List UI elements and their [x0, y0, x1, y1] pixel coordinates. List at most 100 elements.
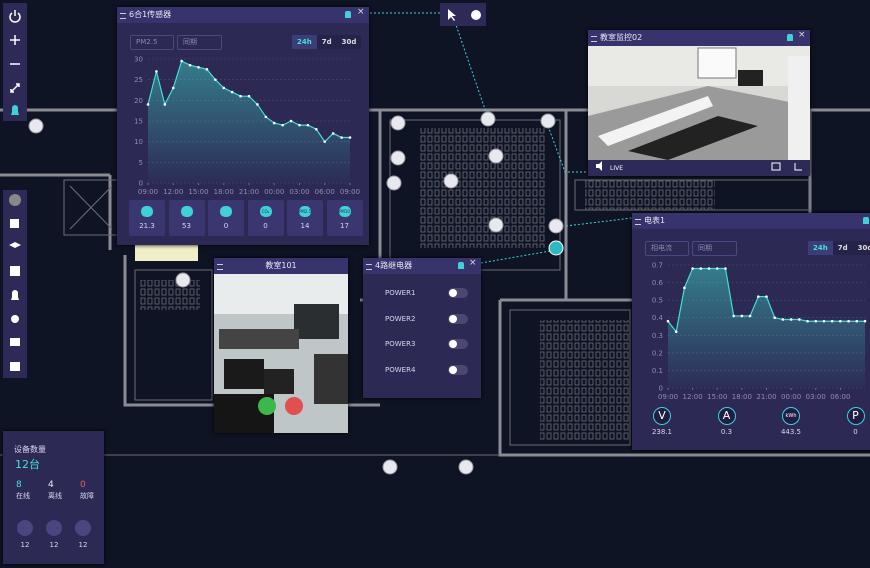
range-tab[interactable]: 30d: [857, 244, 870, 252]
stat-value: 443.5: [780, 428, 802, 436]
point: [315, 127, 318, 131]
count-label: 在线: [16, 492, 30, 500]
pointer-tools[interactable]: [440, 3, 486, 26]
stat-icon: kWh: [782, 407, 800, 425]
stat-card: 53: [168, 200, 205, 236]
close-button[interactable]: ×: [469, 258, 477, 268]
y-tick-label: 0.3: [652, 332, 663, 340]
point: [863, 319, 867, 323]
x-tick-label: 21:00: [239, 188, 259, 196]
stat-icon: PM2.5: [299, 206, 311, 217]
channel-label: POWER1: [385, 289, 416, 297]
pin-button[interactable]: [458, 262, 464, 269]
range-tab[interactable]: 7d: [321, 38, 332, 46]
y-tick-label: 0.4: [652, 314, 664, 322]
point: [331, 132, 335, 135]
point: [247, 94, 251, 98]
point: [724, 267, 727, 270]
y-tick-label: 0.7: [652, 262, 663, 270]
y-tick-label: 0: [139, 180, 143, 188]
range-tab[interactable]: 7d: [837, 244, 848, 252]
video-panel: 教室101: [214, 258, 348, 433]
point: [180, 59, 183, 63]
point: [214, 78, 217, 81]
point: [348, 136, 352, 139]
stats-row: 21.3 53 0 CO₂ 0 PM2.5 14 PM10 17: [129, 200, 369, 236]
panel-title: 教室监控02: [588, 30, 810, 46]
toggle-switch[interactable]: [448, 364, 468, 375]
count-label: 故障: [80, 492, 94, 500]
stat-card: PM2.5 14: [287, 200, 323, 236]
count-value: 0: [80, 480, 86, 490]
point: [683, 286, 686, 290]
point: [281, 123, 284, 127]
point: [674, 330, 678, 334]
toggle-switch[interactable]: [448, 288, 468, 298]
y-tick-label: 0.5: [652, 297, 663, 305]
point: [773, 316, 777, 320]
close-button[interactable]: ×: [798, 30, 806, 40]
stat-card: PM10 17: [326, 200, 363, 236]
pin-button[interactable]: [787, 34, 793, 41]
range-tab[interactable]: 24h: [808, 241, 833, 255]
stat-card: 21.3: [129, 200, 165, 236]
type-count: 12: [20, 541, 30, 549]
type-icon: [17, 520, 33, 536]
point: [806, 319, 809, 323]
channel-label: POWER4: [385, 365, 416, 374]
point: [666, 319, 670, 323]
map-toolbar[interactable]: [3, 3, 27, 121]
panel-title: 电表1: [632, 213, 870, 229]
pin-button[interactable]: [863, 217, 869, 224]
count-value: 4: [48, 480, 54, 490]
x-tick-label: 18:00: [732, 393, 752, 401]
x-tick-label: 12:00: [163, 188, 183, 196]
side-toolbar[interactable]: [3, 190, 27, 378]
y-tick-label: 25: [134, 76, 143, 84]
x-tick-label: 03:00: [289, 188, 309, 196]
meter-chart: 0 0.1 0.2 0.3 0.4 0.5 0.6 0.7 09:00 12:00 15:00 18:…: [652, 262, 867, 401]
y-tick-label: 15: [134, 118, 143, 126]
point: [188, 63, 192, 67]
stat-value: 14: [300, 222, 310, 230]
filter-select[interactable]: PM2.5: [130, 35, 174, 50]
point: [298, 123, 301, 127]
toggle-switch[interactable]: [448, 339, 468, 349]
stat-icon: [180, 206, 193, 217]
x-tick-label: 18:00: [214, 188, 234, 196]
type-icon: [75, 520, 91, 536]
point: [781, 318, 785, 321]
x-tick-label: 09:00: [340, 188, 360, 196]
filter-select[interactable]: 相电流: [645, 241, 689, 256]
range-tabs: 24h 7d 30d: [808, 241, 870, 255]
y-tick-label: 10: [134, 138, 143, 146]
stat-value: 0: [223, 222, 229, 230]
range-tab[interactable]: 30d: [341, 38, 357, 46]
toolbar-icons: [9, 10, 21, 115]
stat-card: 0: [208, 200, 244, 236]
channel-label: POWER3: [385, 340, 416, 348]
x-tick-label: 00:00: [781, 393, 801, 401]
y-tick-label: 30: [134, 56, 143, 64]
toolbar-icons: [9, 194, 21, 371]
point: [732, 314, 735, 318]
range-tabs: 24h 7d 30d: [292, 35, 362, 49]
point: [756, 295, 760, 298]
filter-select[interactable]: 同期: [177, 35, 222, 50]
area: [668, 268, 865, 388]
y-tick-label: 0.6: [652, 279, 664, 287]
pin-button[interactable]: [345, 11, 351, 18]
y-tick-label: 5: [139, 159, 143, 167]
x-tick-label: 06:00: [315, 188, 335, 196]
video-feed: [214, 274, 348, 433]
filter-select[interactable]: 同期: [692, 241, 737, 256]
point: [264, 115, 268, 119]
close-button[interactable]: ×: [357, 7, 365, 17]
x-tick-label: 00:00: [264, 188, 284, 196]
point: [306, 123, 310, 127]
range-tab[interactable]: 24h: [292, 35, 317, 49]
y-tick-label: 0: [659, 385, 663, 393]
toggle-switch[interactable]: [448, 313, 468, 324]
point: [272, 121, 276, 125]
point: [230, 90, 234, 94]
